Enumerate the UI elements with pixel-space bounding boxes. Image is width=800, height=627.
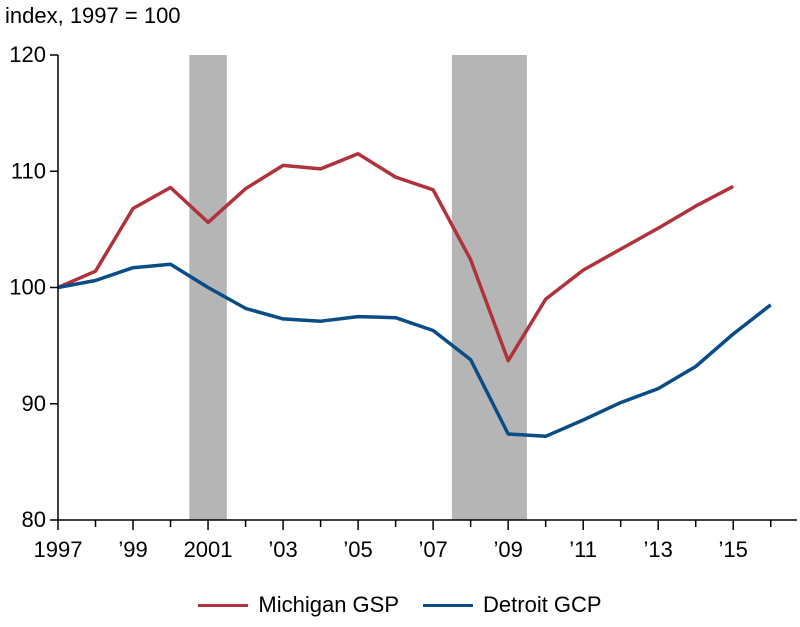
series-line-michigan-gsp [57, 152, 735, 363]
x-tick-label-2007: ’07 [418, 537, 447, 562]
x-tick-label-1999: ’99 [118, 537, 147, 562]
y-tick-label-90: 90 [22, 391, 46, 416]
x-tick-label-2009: ’09 [493, 537, 522, 562]
recession-shading [189, 55, 527, 520]
legend-label-detroit-gcp: Detroit GCP [483, 592, 602, 617]
series-line-detroit-gcp [57, 262, 772, 439]
legend-swatch-michigan-gsp [198, 603, 249, 607]
x-tick-label-2015: ’15 [719, 537, 748, 562]
y-tick-label-110: 110 [11, 158, 46, 183]
y-tick-label-80: 80 [22, 507, 46, 532]
legend-item-michigan-gsp: Michigan GSP [198, 592, 399, 618]
y-axis-ticks: 80 90 100 110 120 [9, 42, 58, 532]
legend-label-michigan-gsp: Michigan GSP [258, 592, 400, 617]
x-tick-label-2003: ’03 [268, 537, 297, 562]
x-tick-label-1997: 1997 [34, 537, 83, 562]
recession-band-2 [451, 55, 527, 520]
series-lines [57, 152, 772, 439]
y-axis-unit-label: index, 1997 = 100 [5, 3, 181, 28]
x-tick-label-2011: ’11 [569, 537, 597, 562]
x-tick-label-2005: ’05 [343, 537, 372, 562]
y-tick-label-100: 100 [9, 275, 46, 300]
x-tick-label-2013: ’13 [644, 537, 673, 562]
axes [57, 55, 797, 521]
legend-swatch-detroit-gcp [423, 603, 474, 607]
x-axis-ticks: 1997 ’99 2001 ’03 ’05 ’07 ’09 ’11 ’13 ’15 [34, 520, 772, 562]
y-tick-label-120: 120 [9, 42, 46, 67]
chart-legend: Michigan GSP Detroit GCP [0, 592, 800, 618]
x-tick-label-2001: 2001 [184, 537, 233, 562]
legend-item-detroit-gcp: Detroit GCP [423, 592, 602, 618]
